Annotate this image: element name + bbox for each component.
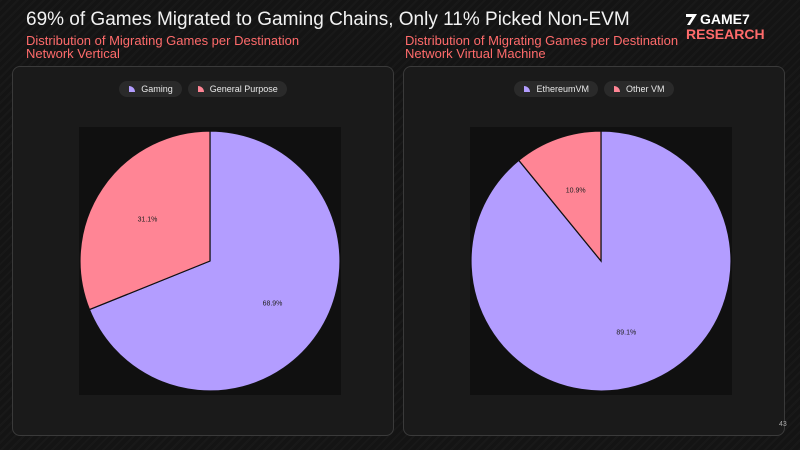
- game7-logo-icon: [686, 13, 697, 25]
- pie-slice-gaming[interactable]: [88, 130, 341, 392]
- legend-swatch-icon: [197, 85, 205, 93]
- logo-wordmark-bottom: RESEARCH: [686, 26, 765, 42]
- page-title: 69% of Games Migrated to Gaming Chains, …: [26, 9, 630, 30]
- pie-plot-area: 68.9% 31.1%: [79, 127, 341, 395]
- game7-research-logo: GAME7 RESEARCH: [686, 12, 765, 41]
- legend-label: EthereumVM: [536, 84, 589, 94]
- legend-item-ethereumvm[interactable]: EthereumVM: [514, 81, 598, 97]
- pie-chart-virtual-machine: 89.1% 10.9%: [470, 130, 732, 392]
- chart-legend: Gaming General Purpose: [13, 81, 393, 97]
- chart-legend: EthereumVM Other VM: [404, 81, 784, 97]
- vm-chart-panel: EthereumVM Other VM 89.1% 10.9%: [403, 66, 785, 436]
- slice-label-general-purpose: 31.1%: [138, 216, 158, 223]
- slice-label-other-vm: 10.9%: [566, 187, 586, 194]
- legend-swatch-icon: [523, 85, 531, 93]
- legend-item-other-vm[interactable]: Other VM: [604, 81, 674, 97]
- left-chart-subtitle: Distribution of Migrating Games per Dest…: [26, 33, 300, 61]
- vertical-chart-panel: Gaming General Purpose 68.9% 31.1%: [12, 66, 394, 436]
- pie-slice-general-purpose[interactable]: [79, 130, 211, 311]
- pie-chart-vertical: 68.9% 31.1%: [79, 130, 341, 392]
- right-chart-subtitle: Distribution of Migrating Games per Dest…: [405, 33, 679, 61]
- logo-wordmark-top: GAME7: [700, 11, 750, 27]
- pie-slice-other-vm[interactable]: [517, 130, 602, 263]
- legend-swatch-icon: [613, 85, 621, 93]
- legend-label: Other VM: [626, 84, 665, 94]
- slice-label-ethereumvm: 89.1%: [616, 330, 636, 337]
- legend-label: Gaming: [141, 84, 173, 94]
- page-number: 43: [779, 421, 787, 428]
- legend-label: General Purpose: [209, 84, 278, 94]
- slice-label-gaming: 68.9%: [263, 301, 283, 308]
- pie-plot-area: 89.1% 10.9%: [470, 127, 732, 395]
- legend-item-gaming[interactable]: Gaming: [119, 81, 182, 97]
- legend-item-general-purpose[interactable]: General Purpose: [187, 81, 287, 97]
- legend-swatch-icon: [128, 85, 136, 93]
